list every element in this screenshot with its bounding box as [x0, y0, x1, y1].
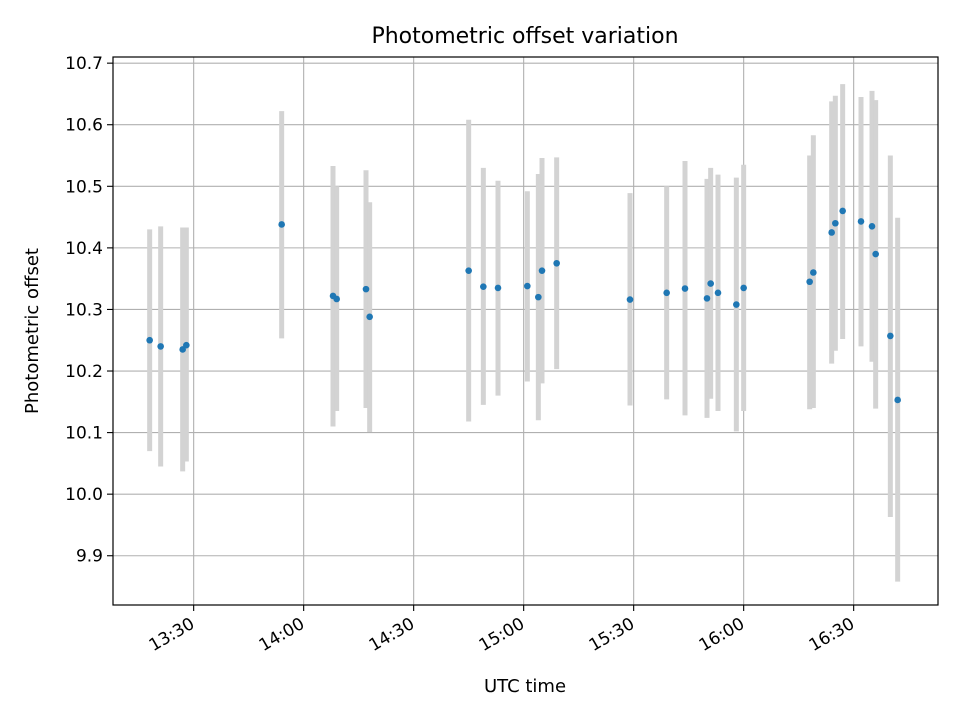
data-point	[179, 346, 186, 353]
y-tick-label: 10.1	[65, 424, 103, 444]
data-point	[810, 269, 817, 276]
data-point	[868, 223, 876, 230]
data-point	[839, 207, 846, 215]
data-point	[278, 221, 285, 228]
data-point	[157, 343, 164, 350]
data-point	[535, 293, 542, 301]
data-point	[714, 289, 722, 297]
y-axis-label: Photometric offset	[22, 248, 43, 414]
data-point	[707, 280, 714, 287]
y-tick-label: 10.0	[65, 485, 103, 505]
data-point	[626, 296, 634, 303]
data-point	[183, 341, 190, 349]
y-tick-label: 10.4	[65, 239, 103, 259]
y-tick-label: 10.7	[65, 54, 103, 74]
y-tick-label: 9.9	[76, 547, 103, 567]
data-point	[663, 289, 670, 297]
y-tick-label: 10.5	[65, 177, 103, 197]
data-point	[553, 259, 560, 267]
chart-title: Photometric offset variation	[371, 24, 678, 49]
data-point	[806, 278, 813, 286]
data-point	[887, 332, 894, 340]
data-point	[333, 295, 340, 303]
data-point	[740, 284, 747, 292]
data-point	[480, 283, 487, 290]
data-point	[465, 267, 472, 274]
y-tick-label: 10.2	[65, 362, 103, 382]
data-point	[857, 218, 865, 225]
data-points	[146, 207, 901, 404]
data-point	[872, 250, 879, 258]
data-point	[681, 285, 689, 292]
data-point	[832, 219, 839, 227]
data-point	[362, 285, 370, 293]
data-point	[494, 284, 502, 292]
plot-frame	[112, 56, 939, 606]
y-axis-ticks: 9.9 10.0 10.1 10.2 10.3 10.4 10.5 10.6 10.7	[65, 54, 113, 567]
data-point	[146, 336, 153, 344]
data-point	[828, 229, 835, 236]
data-point	[538, 267, 546, 274]
data-point	[524, 282, 531, 290]
x-axis-label: UTC time	[484, 676, 566, 697]
data-point	[703, 295, 711, 302]
data-point	[894, 396, 901, 404]
data-point	[733, 301, 740, 308]
data-point	[366, 313, 373, 321]
y-tick-label: 10.3	[65, 300, 103, 320]
y-tick-label: 10.6	[65, 116, 103, 136]
